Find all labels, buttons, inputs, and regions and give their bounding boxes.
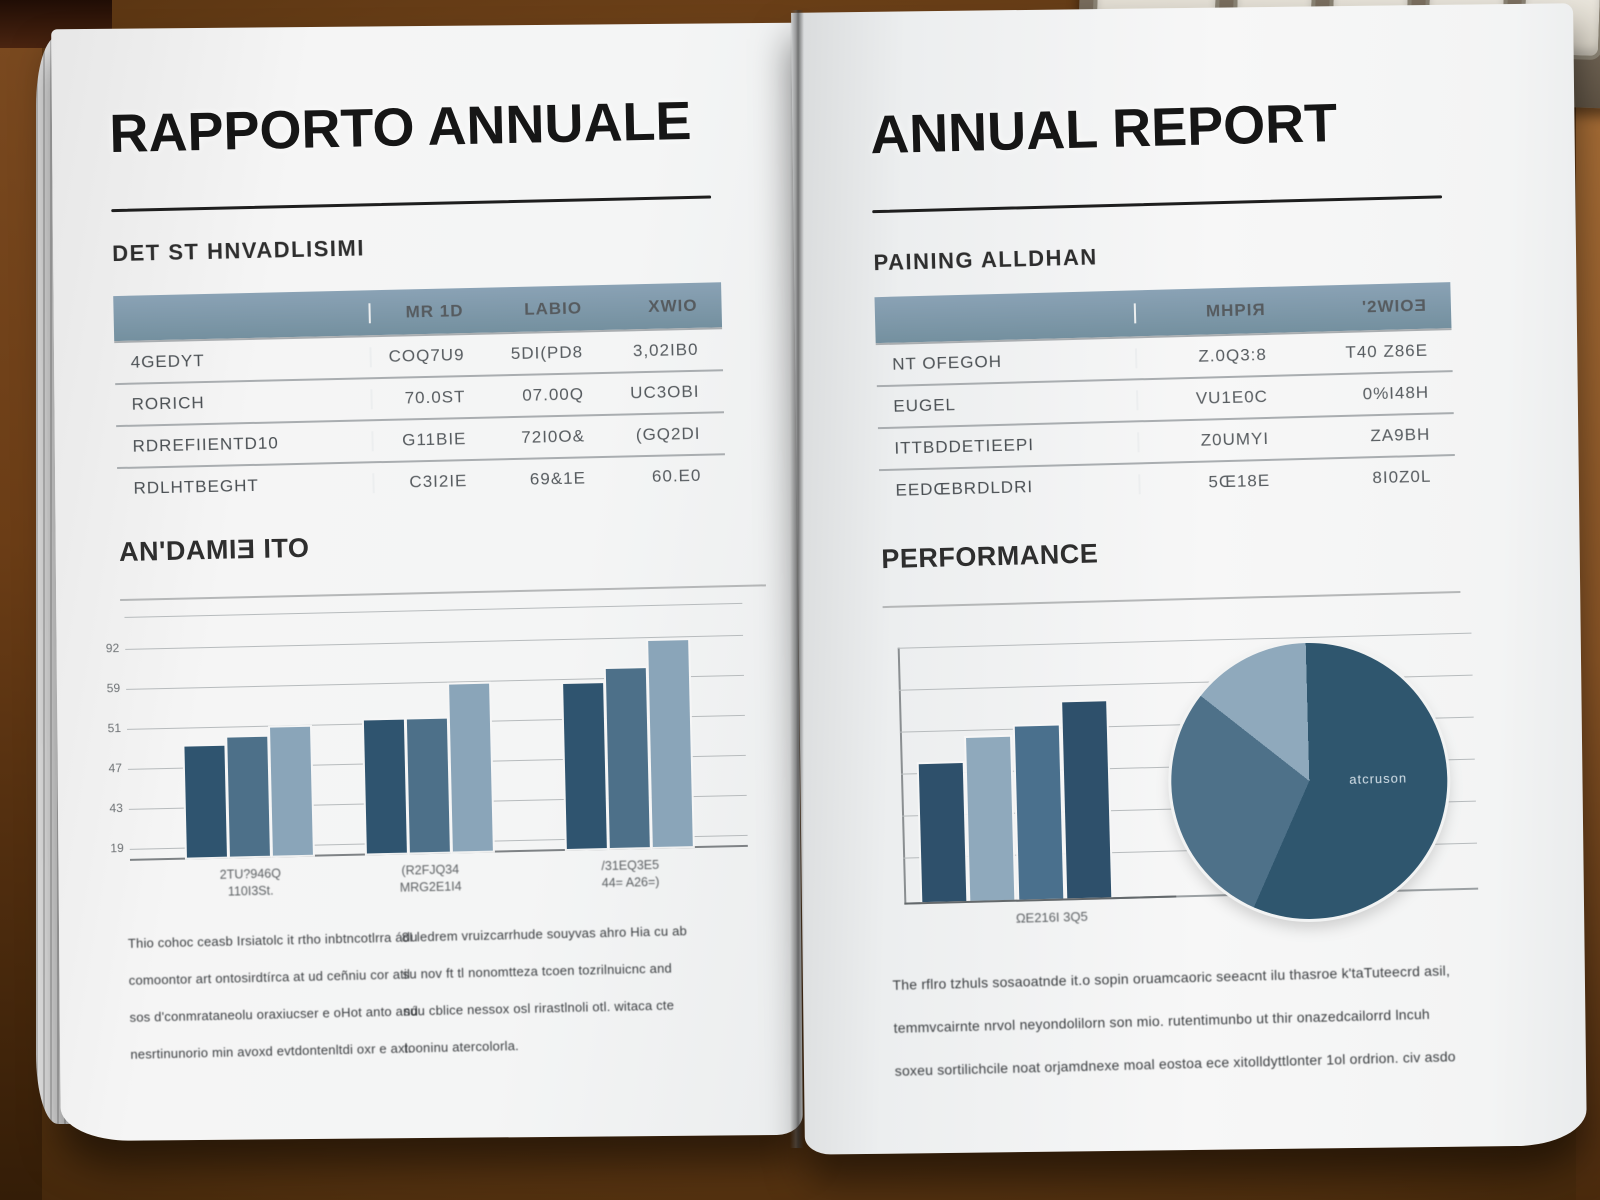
chart-bar	[449, 683, 493, 852]
pie-slice-label: atcruson	[1349, 770, 1408, 787]
spine-shadow	[790, 10, 804, 1148]
left-bar-chart: 92 59 51 47 43 19 2TU?946Q 110I3St. (R2FJQ34 MRG2…	[106, 602, 748, 899]
title-underline	[111, 195, 712, 213]
table-cell: 69&1E	[529, 468, 587, 489]
gridline	[124, 602, 743, 618]
table-cell: Z0UMYI	[1137, 428, 1294, 453]
right-page-title: ANNUAL REPORT	[869, 93, 1338, 166]
y-axis-tick-label: 59	[106, 681, 121, 696]
paragraph-line: tooninu atercolorla.	[404, 1038, 520, 1056]
table-cell: C3I2IE	[372, 470, 492, 494]
right-data-table: MHPIЯ '2WIOƎ NT OFEGOH Z.0Q3:8 T40 Z86E …	[874, 282, 1456, 512]
chart-bar	[184, 745, 227, 858]
table-cell: 07.00Q	[522, 384, 585, 405]
chart-bar	[563, 683, 607, 849]
table-cell: RORICH	[131, 393, 205, 414]
y-axis-tick-label: 47	[108, 761, 123, 776]
chart-bar	[363, 719, 407, 854]
left-table-heading: DET ST HNVADLISIMI	[111, 235, 366, 267]
left-data-table: MR 1D LABIO XWIO 4GEDYT COQ7U9 5DI(PD8 3…	[113, 282, 726, 510]
chart-bar	[270, 726, 313, 856]
x-axis-group-label: (R2FJQ34 MRG2E1I4	[399, 862, 462, 895]
table-cell: T40 Z86E	[1345, 340, 1429, 362]
table-cell: 3,02IB0	[632, 339, 699, 361]
table-cell: 70.0ST	[370, 386, 490, 410]
right-table-heading: PAINING ALLDHAN	[873, 244, 1098, 276]
table-cell: EUGEL	[893, 395, 957, 416]
right-paragraph: The rflro tzhuls sosaoatnde it.o sopin o…	[892, 948, 1495, 1093]
chart-bar	[918, 763, 967, 903]
gridline	[897, 632, 1472, 649]
y-axis-tick-label: 51	[107, 721, 122, 736]
table-header-cell: LABIO	[523, 297, 583, 319]
table-cell: G11BIE	[371, 428, 491, 452]
desk-wood-left	[0, 0, 42, 1200]
chart-bar	[406, 718, 450, 853]
table-cell: RDLHTBEGHT	[133, 475, 259, 498]
table-cell: NT OFEGOH	[892, 351, 1003, 374]
title-underline	[872, 195, 1443, 214]
left-page-title: RAPPORTO ANNUALE	[108, 90, 693, 165]
table-cell: 8I0Z0L	[1372, 466, 1432, 488]
chart-bar	[605, 668, 650, 848]
table-header-cell: '2WIOƎ	[1361, 295, 1428, 317]
table-cell: 5Œ18E	[1138, 470, 1295, 495]
table-header-cell: XWIO	[647, 295, 698, 316]
paragraph-line: nesrtinunorio min avoxd evtdontenltdi ox…	[130, 1040, 412, 1062]
table-cell: (GQ2DI	[635, 423, 701, 445]
right-chart-heading: PERFORMANCE	[880, 538, 1099, 575]
table-cell: 0%I48H	[1362, 382, 1430, 404]
table-header-cell	[114, 313, 369, 319]
right-chart-caption: ΩE216I 3Q5	[1015, 908, 1088, 926]
table-header-cell	[875, 313, 1134, 320]
table-cell: ZA9BH	[1370, 424, 1431, 446]
x-axis-group-label: /31EQ3E5 44= A26=)	[601, 857, 660, 891]
chart-heading-rule	[120, 584, 766, 602]
chart-heading-rule	[882, 590, 1461, 609]
table-cell: EEDŒBRDLDRI	[895, 477, 1034, 500]
table-cell: 5DI(PD8	[510, 342, 584, 364]
chart-bar	[966, 736, 1015, 901]
right-page: ANNUAL REPORT PAINING ALLDHAN MHPIЯ '2WI…	[791, 3, 1587, 1155]
table-header-cell: MHPIЯ	[1133, 299, 1290, 324]
y-axis-tick-label: 19	[110, 841, 124, 856]
table-cell: UC3OBI	[629, 381, 700, 403]
y-axis-tick-label: 92	[105, 641, 120, 656]
table-cell: 60.E0	[651, 465, 702, 486]
table-cell: ITTBDDETIEEPI	[894, 435, 1035, 458]
table-cell: RDREFIIENTD10	[132, 433, 279, 456]
paragraph-column-2: 8I ledrem vruizcarrhude souyvas ahro Hia…	[401, 912, 719, 1067]
table-cell: COQ7U9	[369, 344, 489, 368]
left-page: RAPPORTO ANNUALE DET ST HNVADLISIMI MR 1…	[51, 22, 803, 1142]
table-cell: Z.0Q3:8	[1135, 344, 1292, 369]
left-chart-heading: AN'DAMIƎ ITO	[118, 532, 310, 568]
x-axis-group-label: 2TU?946Q 110I3St.	[219, 866, 282, 899]
chart-bar	[227, 736, 270, 857]
paragraph-column-1: Thio cohoc ceasb Irsiatolc it rtho inbtn…	[127, 918, 432, 1073]
table-cell: VU1E0C	[1136, 386, 1293, 411]
y-axis-tick-label: 43	[109, 801, 123, 816]
table-cell: 4GEDYT	[130, 351, 205, 372]
chart-bar	[648, 640, 693, 847]
chart-bar	[1014, 725, 1064, 900]
table-header-cell: MR 1D	[368, 300, 488, 323]
table-cell: 72I0O&	[521, 426, 586, 447]
chart-bar	[1062, 701, 1112, 899]
